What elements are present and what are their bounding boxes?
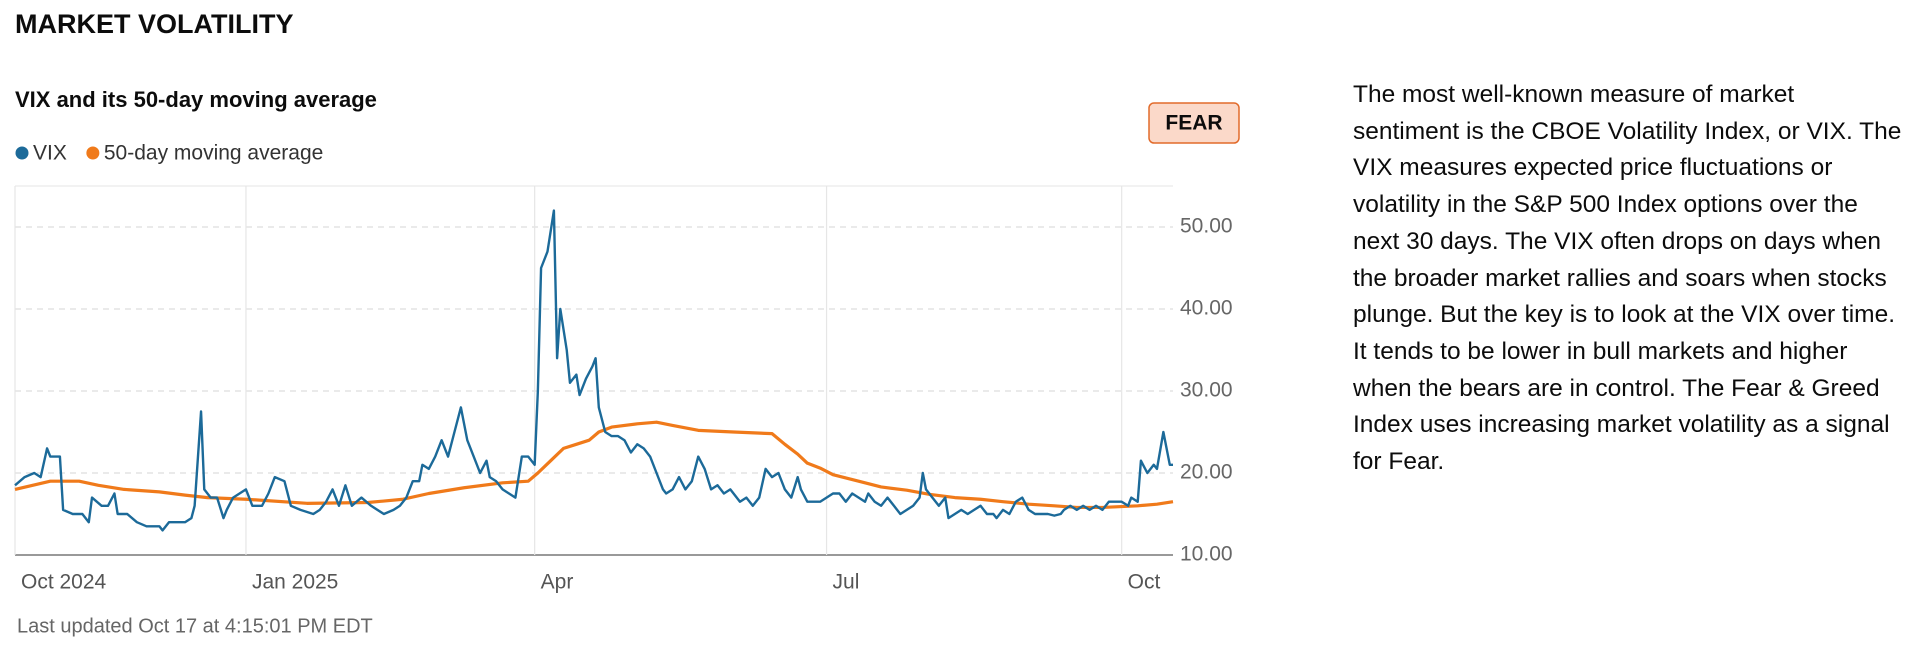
legend-marker	[86, 146, 100, 160]
y-tick-label: 40.00	[1180, 297, 1233, 320]
page-title: MARKET VOLATILITY	[15, 9, 293, 39]
badge-box	[1148, 102, 1240, 144]
y-tick-label: 50.00	[1180, 215, 1233, 238]
legend-label: VIX	[33, 142, 67, 165]
chart-title: VIX and its 50-day moving average	[15, 87, 377, 112]
y-tick-label: 10.00	[1180, 543, 1233, 566]
badge: FEAR	[1165, 112, 1222, 135]
legend-marker	[15, 146, 29, 160]
x-tick-label: Jul	[833, 571, 860, 594]
legend-label: 50-day moving average	[104, 142, 323, 165]
x-tick-label: Oct 2024	[21, 571, 107, 594]
last-updated: Last updated Oct 17 at 4:15:01 PM EDT	[17, 615, 373, 637]
x-tick-label: Apr	[541, 571, 574, 594]
x-tick-label: Oct	[1128, 571, 1161, 594]
y-tick-label: 30.00	[1180, 379, 1233, 402]
x-tick-label: Jan 2025	[252, 571, 338, 594]
y-tick-label: 20.00	[1180, 461, 1233, 484]
description: The most well-known measure of market se…	[1353, 81, 1902, 476]
series-line	[14, 420, 1174, 510]
series-line	[14, 209, 1173, 532]
